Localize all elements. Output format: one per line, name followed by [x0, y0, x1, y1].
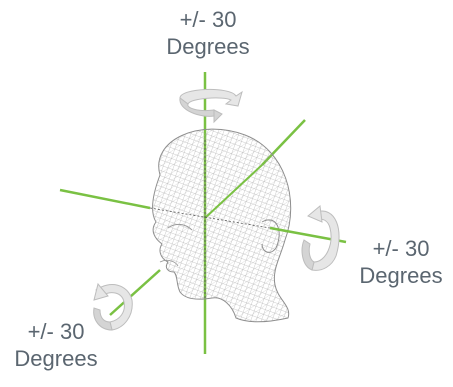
yaw-range-unit: Degrees	[166, 34, 250, 59]
diagonal-axis-front	[109, 269, 161, 316]
yaw-range-label: +/- 30 Degrees	[148, 6, 268, 60]
curved-rotation-arrow-icon	[179, 88, 243, 124]
curved-rotation-arrow-icon	[93, 282, 133, 331]
center-dashed-line-h	[149, 207, 271, 229]
roll-range-value: +/- 30	[372, 236, 430, 261]
pitch-range-unit: Degrees	[14, 346, 98, 371]
diagonal-axis-lower	[204, 164, 263, 219]
horizontal-axis-left	[59, 188, 151, 210]
curved-rotation-arrow-icon	[301, 205, 340, 271]
pitch-range-value: +/- 30	[27, 319, 85, 344]
pitch-range-label: +/- 30 Degrees	[6, 318, 106, 372]
yaw-range-value: +/- 30	[179, 7, 237, 32]
roll-range-unit: Degrees	[359, 263, 443, 288]
roll-range-label: +/- 30 Degrees	[346, 235, 453, 289]
wireframe-head-icon	[152, 128, 292, 323]
